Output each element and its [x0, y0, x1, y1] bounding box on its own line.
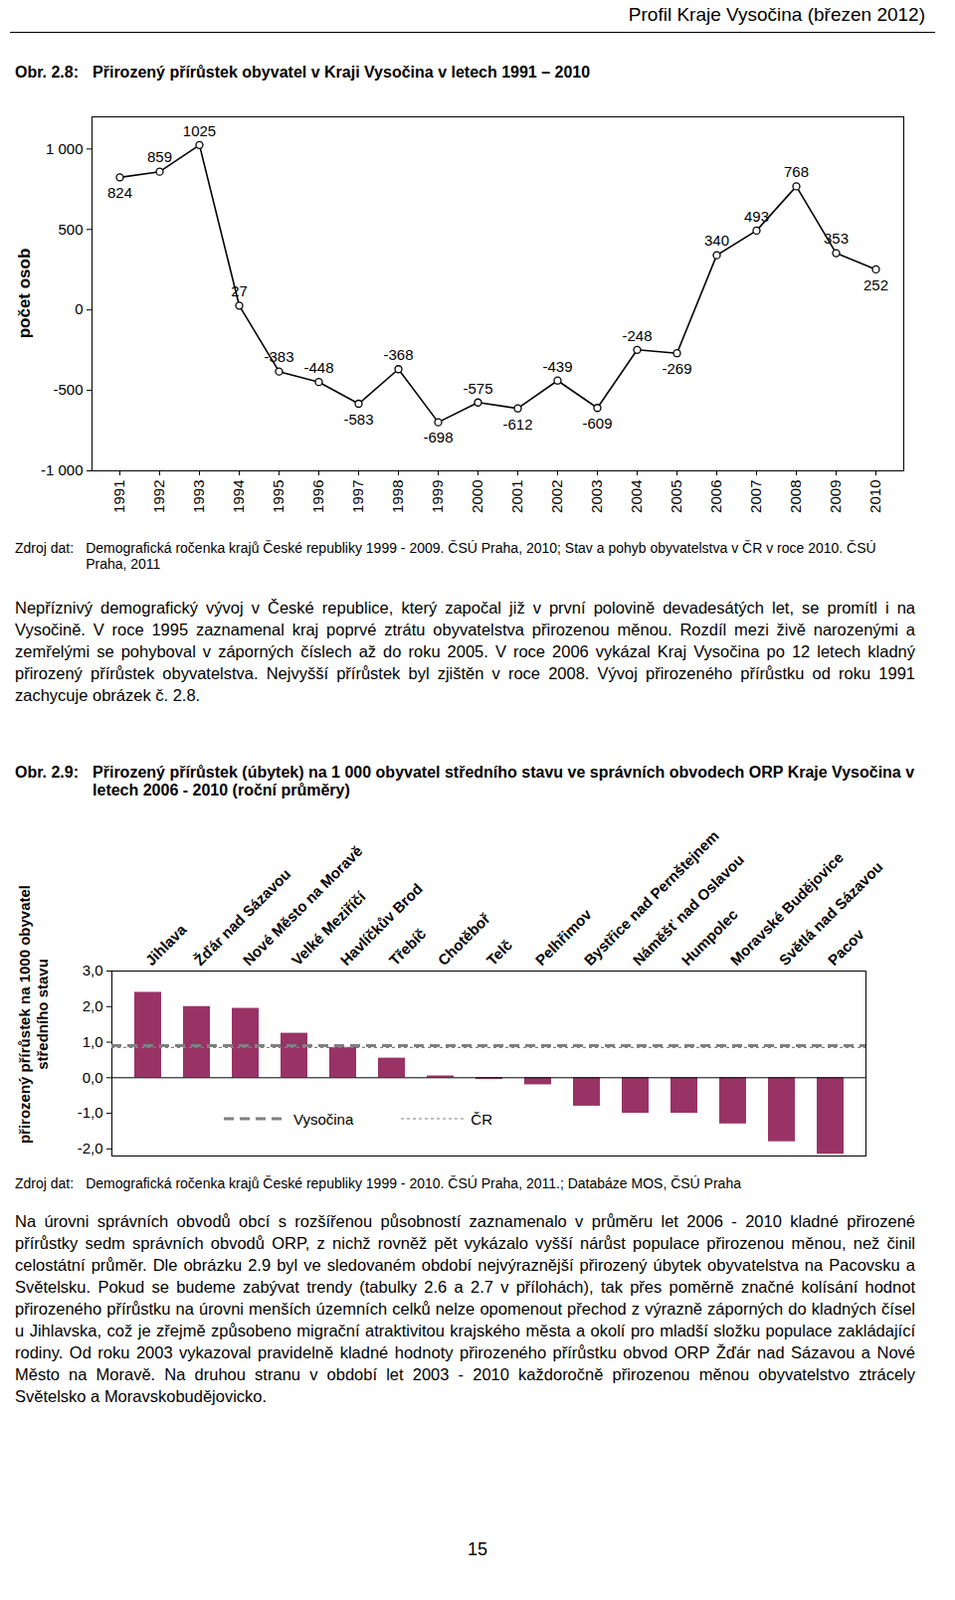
html-text:Na úrovni správních obvodů obc: Na úrovni správních obvodů obcí s rozšíř…: [14, 1212, 916, 1406]
svg-text:2005: 2005: [667, 480, 685, 514]
html-text:Přirozený přírůstek (úbytek) n: Přirozený přírůstek (úbytek) na 1 000 ob…: [92, 764, 915, 799]
svg-text:2001: 2001: [508, 480, 526, 514]
svg-text:Bystřice nad Pernštejnem: Bystřice nad Pernštejnem: [580, 827, 723, 969]
svg-text:1996: 1996: [309, 480, 327, 514]
svg-text:1993: 1993: [190, 480, 207, 514]
html-text:Zdroj dat:: Zdroj dat:: [14, 1175, 74, 1192]
svg-text:2009: 2009: [826, 480, 844, 514]
svg-text:Nové Město na Moravě: Nové Město na Moravě: [239, 842, 366, 969]
svg-text:Moravské Budějovice: Moravské Budějovice: [726, 849, 847, 969]
svg-text:2002: 2002: [548, 480, 566, 514]
svg-text:1 000: 1 000: [45, 140, 84, 158]
svg-text:0,0: 0,0: [82, 1069, 104, 1087]
svg-text:-612: -612: [502, 415, 533, 433]
svg-text:-500: -500: [52, 381, 83, 398]
svg-text:1998: 1998: [388, 480, 406, 514]
svg-text:2004: 2004: [627, 480, 645, 514]
svg-text:-575: -575: [462, 380, 493, 397]
svg-text:493: 493: [744, 207, 769, 225]
svg-text:Pelhřimov: Pelhřimov: [531, 905, 595, 969]
svg-text:859: 859: [147, 148, 173, 166]
svg-text:1025: 1025: [183, 122, 216, 140]
svg-text:1991: 1991: [110, 480, 128, 514]
svg-text:Humpolec: Humpolec: [677, 905, 741, 969]
html-text:Demografická ročenka krajů Čes: Demografická ročenka krajů České republi…: [85, 540, 877, 573]
svg-text:2010: 2010: [866, 480, 884, 514]
svg-text:Náměšť nad Oslavou: Náměšť nad Oslavou: [628, 851, 747, 969]
svg-text:2008: 2008: [786, 480, 804, 514]
svg-text:Jihlava: Jihlava: [141, 921, 190, 969]
svg-text:-609: -609: [581, 414, 612, 432]
svg-text:1992: 1992: [150, 480, 168, 514]
svg-text:Havlíčkův Brod: Havlíčkův Brod: [336, 880, 425, 969]
html-text:Demografická ročenka krajů Čes: Demografická ročenka krajů České republi…: [85, 1175, 742, 1192]
svg-text:-368: -368: [382, 346, 413, 364]
svg-text:Světlá nad Sázavou: Světlá nad Sázavou: [774, 858, 886, 969]
svg-text:-698: -698: [422, 428, 453, 446]
svg-text:3,0: 3,0: [82, 961, 104, 979]
svg-text:-1 000: -1 000: [40, 461, 84, 479]
html-text:Zdroj dat:: Zdroj dat:: [14, 540, 74, 557]
svg-text:353: 353: [823, 229, 849, 247]
html-text:ČR: ČR: [470, 1110, 493, 1128]
svg-text:-2,0: -2,0: [77, 1140, 104, 1157]
svg-text:824: 824: [107, 184, 133, 201]
svg-text:Telč: Telč: [482, 937, 515, 969]
svg-text:2006: 2006: [707, 480, 725, 514]
svg-text:0: 0: [74, 300, 83, 318]
html-text:Přirozený přírůstek obyvatel v: Přirozený přírůstek obyvatel v Kraji Vys…: [92, 63, 591, 81]
svg-text:27: 27: [230, 282, 248, 300]
svg-text:Pacov: Pacov: [823, 925, 868, 969]
svg-text:-248: -248: [621, 327, 652, 345]
svg-text:-583: -583: [343, 410, 374, 428]
svg-text:-448: -448: [303, 359, 334, 377]
svg-text:768: 768: [783, 163, 809, 181]
html-text:Obr. 2.8:: Obr. 2.8:: [14, 63, 79, 81]
svg-text:Třebíč: Třebíč: [384, 925, 429, 969]
svg-text:2,0: 2,0: [82, 997, 104, 1015]
svg-text:-1,0: -1,0: [77, 1104, 104, 1122]
svg-text:500: 500: [57, 220, 83, 238]
svg-text:1999: 1999: [428, 480, 446, 514]
html-text:Nepříznivý demografický vývoj: Nepříznivý demografický vývoj v České re…: [14, 598, 916, 705]
svg-text:2000: 2000: [468, 480, 486, 514]
svg-text:1994: 1994: [229, 480, 247, 514]
svg-text:Velké Meziříčí: Velké Meziříčí: [287, 888, 369, 969]
svg-text:1995: 1995: [269, 480, 287, 514]
svg-text:Chotěboř: Chotěboř: [433, 910, 493, 969]
svg-text:Žďár nad Sázavou: Žďár nad Sázavou: [190, 865, 294, 969]
html-text:15: 15: [467, 1539, 488, 1560]
svg-text:-383: -383: [263, 348, 294, 366]
html-text:Obr. 2.9:: Obr. 2.9:: [14, 764, 79, 781]
svg-text:2007: 2007: [747, 480, 764, 514]
svg-text:252: 252: [863, 276, 889, 294]
svg-text:340: 340: [704, 231, 730, 249]
html-text:Vysočina: Vysočina: [293, 1110, 354, 1128]
svg-text:2003: 2003: [587, 480, 605, 514]
svg-text:-439: -439: [542, 358, 573, 376]
html-text:přirozený přírůstek na 1000 ob: přirozený přírůstek na 1000 obyvatel stř…: [15, 885, 51, 1145]
svg-text:1,0: 1,0: [82, 1033, 104, 1051]
html-text:Profil Kraje Vysočina (březen: Profil Kraje Vysočina (březen 2012): [628, 3, 926, 25]
html-text:počet osob: počet osob: [14, 248, 34, 339]
svg-text:1997: 1997: [349, 480, 367, 514]
svg-text:-269: -269: [661, 360, 692, 378]
